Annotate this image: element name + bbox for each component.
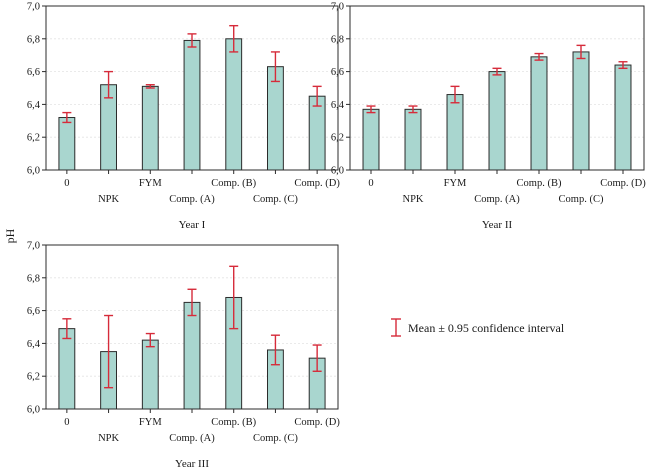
bar (183, 301, 201, 410)
y-tick-label: 6,0 (27, 166, 40, 177)
x-tick-label: Comp. (D) (294, 178, 340, 189)
chart-title: Year III (175, 458, 209, 470)
y-tick-label: 7,0 (27, 2, 40, 13)
x-tick-label: FYM (444, 178, 467, 189)
bar (58, 117, 76, 171)
bar (267, 66, 284, 171)
x-tick-label: Comp. (A) (474, 194, 520, 205)
chart-title: Year I (179, 219, 206, 231)
legend-error-bar-icon (391, 318, 401, 337)
chart-title: Year II (482, 219, 513, 231)
x-tick-label: FYM (139, 178, 162, 189)
x-tick-label: 0 (64, 178, 69, 189)
bar (614, 64, 632, 171)
bar (141, 339, 159, 410)
x-tick-label: Comp. (C) (559, 194, 604, 205)
legend: Mean ± 0.95 confidence interval (391, 318, 565, 337)
plot-frame (349, 5, 645, 171)
legend-label: Mean ± 0.95 confidence interval (408, 321, 565, 335)
y-tick-label: 6,4 (331, 100, 345, 111)
x-tick-label: Comp. (C) (253, 194, 298, 205)
y-tick-label: 6,2 (331, 133, 344, 144)
y-tick-label: 6,6 (331, 67, 344, 78)
x-tick-label: 0 (368, 178, 373, 189)
x-tick-label: Comp. (B) (211, 178, 256, 189)
x-tick-label: FYM (139, 417, 162, 428)
y-tick-label: 6,0 (27, 405, 40, 416)
bar (362, 108, 380, 171)
bar (225, 38, 243, 171)
x-tick-label: Comp. (B) (211, 417, 256, 428)
x-tick-label: Comp. (B) (517, 178, 562, 189)
bar (488, 71, 506, 171)
chart-panels: 6,0 6,2 6,4 6,6 6,8 7,0 0 NPK FYM Comp. (A) Comp. … (27, 2, 646, 471)
x-tick-label: Comp. (A) (169, 194, 215, 205)
x-tick-label: 0 (64, 417, 69, 428)
x-tick-label: Comp. (A) (169, 433, 215, 444)
y-tick-label: 6,8 (27, 34, 40, 45)
y-tick-label: 6,8 (331, 34, 344, 45)
y-tick-label: 6,0 (331, 166, 344, 177)
chart-panel-1: 6,0 6,2 6,4 6,6 6,8 7,0 0 NPK FYM Comp. (A) Comp. … (27, 2, 341, 232)
bar (58, 328, 76, 410)
y-tick-label: 7,0 (331, 2, 344, 13)
plot-frame (45, 5, 339, 171)
y-tick-label: 6,8 (27, 273, 40, 284)
x-tick-label: Comp. (D) (600, 178, 646, 189)
x-tick-label: Comp. (D) (294, 417, 340, 428)
chart-panel-3: 6,0 6,2 6,4 6,6 6,8 7,0 0 NPK FYM Comp. (A) Comp. … (27, 241, 341, 471)
y-tick-label: 6,2 (27, 133, 40, 144)
bar (572, 51, 590, 171)
x-tick-label: Comp. (C) (253, 433, 298, 444)
bar (141, 85, 159, 171)
bar (183, 39, 201, 171)
y-tick-label: 6,4 (27, 339, 41, 350)
plot-frame (45, 244, 339, 410)
y-tick-label: 6,6 (27, 67, 40, 78)
y-tick-label: 6,6 (27, 306, 40, 317)
x-tick-label: NPK (98, 194, 119, 205)
x-tick-label: NPK (402, 194, 423, 205)
x-tick-label: NPK (98, 433, 119, 444)
y-tick-label: 6,2 (27, 372, 40, 383)
bar (446, 94, 464, 171)
y-tick-label: 7,0 (27, 241, 40, 252)
y-tick-label: 6,4 (27, 100, 41, 111)
y-axis-label: pH (3, 228, 17, 243)
chart-panel-2: 6,0 6,2 6,4 6,6 6,8 7,0 0 NPK FYM Comp. (A) Comp. … (331, 2, 646, 232)
bar (308, 95, 326, 171)
bar (530, 56, 548, 171)
bar (404, 108, 422, 171)
